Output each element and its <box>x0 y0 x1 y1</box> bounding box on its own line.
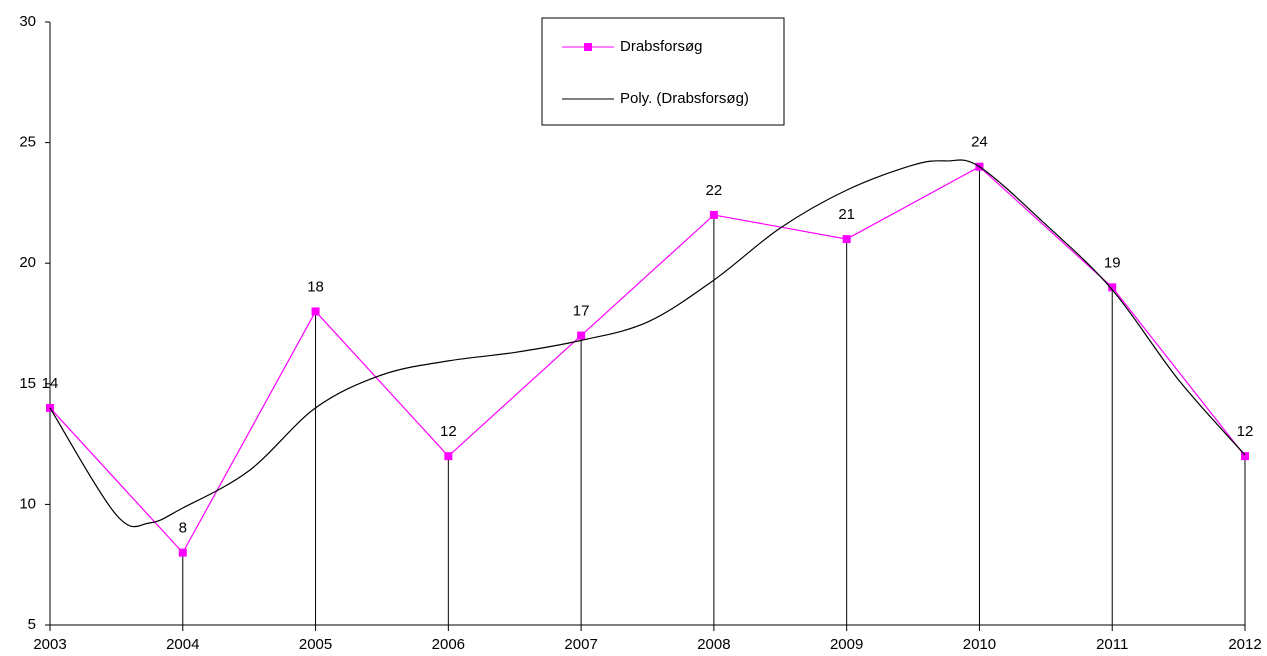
marker <box>1108 283 1117 292</box>
data-label: 22 <box>706 182 723 199</box>
marker <box>178 548 187 557</box>
data-label: 12 <box>440 423 457 440</box>
x-tick-label: 2003 <box>33 636 66 653</box>
x-tick-label: 2011 <box>1096 636 1128 653</box>
y-tick-label: 30 <box>19 13 36 30</box>
marker <box>311 307 320 316</box>
x-tick-label: 2005 <box>299 636 332 653</box>
y-tick-label: 25 <box>19 134 36 151</box>
legend-box <box>541 17 785 126</box>
data-label: 24 <box>971 134 988 151</box>
x-tick-label: 2010 <box>963 636 996 653</box>
x-tick-label: 2007 <box>564 636 597 653</box>
data-label: 14 <box>42 375 59 392</box>
marker <box>444 452 453 461</box>
y-tick-label: 5 <box>28 616 36 633</box>
series-line <box>49 165 1246 554</box>
x-tick-label: 2008 <box>697 636 730 653</box>
data-label: 21 <box>838 206 855 223</box>
x-tick-label: 2012 <box>1228 636 1261 653</box>
series-line <box>49 159 1246 528</box>
data-label: 18 <box>307 278 324 295</box>
data-label: 8 <box>179 520 187 537</box>
marker <box>709 210 718 219</box>
data-label: 12 <box>1237 423 1254 440</box>
x-tick-label: 2009 <box>830 636 863 653</box>
y-tick-label: 15 <box>19 375 36 392</box>
y-tick-label: 20 <box>19 254 36 271</box>
legend-marker <box>584 43 592 51</box>
marker <box>842 235 851 244</box>
x-tick-label: 2004 <box>166 636 199 653</box>
legend-label: Drabsforsøg <box>620 38 703 55</box>
marker <box>577 331 586 340</box>
y-tick-label: 10 <box>19 495 36 512</box>
data-label: 19 <box>1104 254 1121 271</box>
x-tick-label: 2006 <box>432 636 465 653</box>
legend-label: Poly. (Drabsforsøg) <box>620 90 749 107</box>
marker <box>1241 452 1249 461</box>
data-label: 17 <box>573 303 590 320</box>
